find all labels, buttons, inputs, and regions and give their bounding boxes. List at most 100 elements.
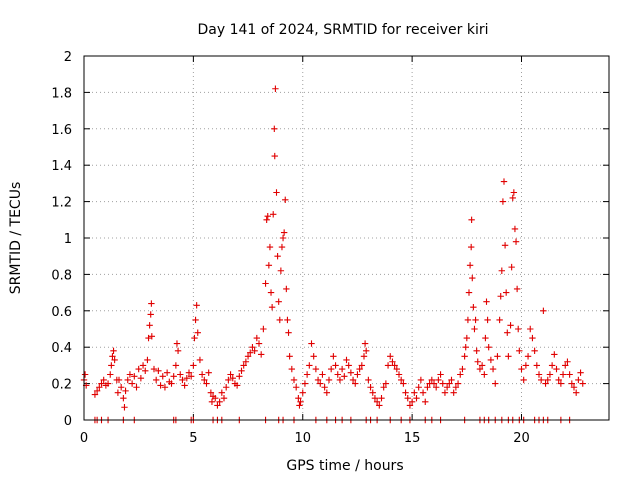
data-point xyxy=(81,371,89,378)
data-point xyxy=(257,351,265,358)
data-point xyxy=(264,212,271,220)
data-point xyxy=(498,267,506,274)
data-point xyxy=(469,274,476,282)
data-point xyxy=(360,353,368,360)
data-point xyxy=(297,398,304,405)
data-point xyxy=(345,362,352,369)
data-point xyxy=(323,389,331,396)
data-point xyxy=(441,389,449,396)
data-point xyxy=(562,362,569,369)
data-point xyxy=(100,376,107,384)
data-point xyxy=(341,373,348,380)
data-point xyxy=(168,380,175,387)
data-point xyxy=(501,242,509,249)
data-point xyxy=(253,334,261,342)
data-point xyxy=(494,353,501,360)
data-point xyxy=(290,376,298,384)
data-point xyxy=(367,384,374,391)
data-point xyxy=(218,389,226,396)
data-point xyxy=(397,376,405,384)
data-point xyxy=(461,353,468,360)
data-point xyxy=(238,367,245,375)
data-point xyxy=(117,384,125,391)
x-axis-ticks: 0 5 10 15 20 xyxy=(80,56,530,446)
data-point xyxy=(419,389,427,396)
data-point xyxy=(325,376,333,384)
data-point xyxy=(435,376,442,384)
data-point xyxy=(464,316,472,324)
data-point xyxy=(380,384,387,391)
data-point xyxy=(173,340,181,347)
data-point xyxy=(382,380,390,387)
data-point xyxy=(271,152,278,160)
data-point xyxy=(190,362,197,369)
grid-lines xyxy=(84,56,609,420)
data-point xyxy=(155,367,162,375)
data-point xyxy=(579,380,586,387)
data-point xyxy=(452,384,460,391)
data-point xyxy=(208,398,216,405)
data-point xyxy=(205,369,212,376)
y-tick-label: 0 xyxy=(64,414,72,429)
data-point xyxy=(354,371,361,378)
data-point xyxy=(546,371,554,378)
data-point xyxy=(505,353,512,360)
data-point xyxy=(285,329,292,336)
data-point xyxy=(500,178,508,185)
data-point xyxy=(564,358,571,365)
data-point xyxy=(114,389,122,396)
data-point xyxy=(121,404,128,411)
data-point xyxy=(362,347,370,355)
data-point xyxy=(527,325,534,333)
data-point xyxy=(242,358,250,365)
data-point xyxy=(185,369,193,376)
data-point xyxy=(437,371,444,378)
data-point xyxy=(198,371,206,378)
data-point xyxy=(338,365,346,373)
data-point xyxy=(91,391,99,398)
y-tick-label: 0.6 xyxy=(51,305,72,320)
data-point xyxy=(181,382,188,389)
data-point xyxy=(387,353,394,360)
chart-title: Day 141 of 2024, SRMTID for receiver kir… xyxy=(197,22,488,38)
data-point xyxy=(575,376,582,384)
data-point xyxy=(124,376,131,384)
data-point xyxy=(278,243,286,251)
data-point xyxy=(334,371,341,378)
data-point xyxy=(496,316,503,324)
data-point xyxy=(268,303,276,311)
data-point xyxy=(531,347,538,355)
data-point xyxy=(107,371,114,378)
y-axis-ticks: 0 0.2 0.4 0.6 0.8 1 1.2 1.4 1.6 1.8 2 xyxy=(51,50,609,429)
data-point xyxy=(484,316,491,324)
y-tick-label: 2 xyxy=(64,50,72,65)
data-point xyxy=(406,402,414,409)
data-point xyxy=(533,362,541,369)
data-point xyxy=(152,376,160,384)
data-point xyxy=(540,307,547,314)
plot-frame xyxy=(83,55,610,421)
data-point xyxy=(485,344,492,351)
data-point xyxy=(265,262,273,269)
data-point xyxy=(373,398,381,405)
data-point xyxy=(244,353,252,360)
data-point xyxy=(270,211,277,218)
x-tick-label: 5 xyxy=(189,431,197,446)
data-point xyxy=(557,380,565,387)
data-point xyxy=(266,243,274,251)
y-tick-label: 1.6 xyxy=(51,123,72,138)
data-point xyxy=(555,376,562,384)
data-point xyxy=(275,298,282,305)
data-point xyxy=(283,285,290,293)
data-point xyxy=(233,382,241,389)
data-point xyxy=(276,316,283,324)
data-point xyxy=(468,216,475,223)
data-point xyxy=(273,189,280,196)
data-point xyxy=(128,380,136,387)
data-point xyxy=(183,374,191,382)
data-point xyxy=(207,389,215,396)
data-point xyxy=(172,362,180,369)
data-point xyxy=(352,380,359,387)
data-point xyxy=(139,362,147,369)
data-point xyxy=(515,325,522,333)
